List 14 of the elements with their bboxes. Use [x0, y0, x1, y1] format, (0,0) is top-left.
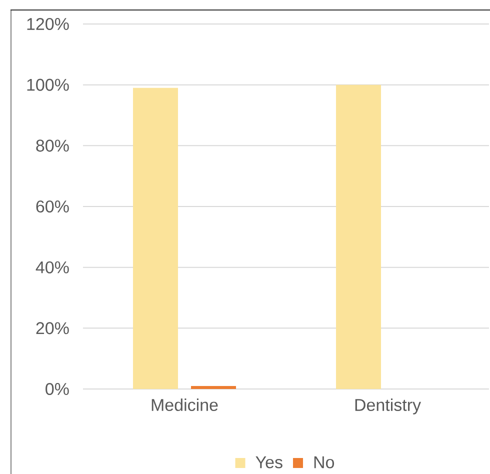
legend-label: No	[314, 456, 334, 468]
y-tick-label: 0%	[46, 382, 69, 396]
x-tick-label: Dentistry	[355, 398, 421, 414]
bar	[133, 88, 178, 389]
bar	[191, 386, 236, 389]
y-tick-label: 100%	[27, 78, 69, 91]
y-tick-label: 40%	[36, 261, 69, 274]
y-tick-label: 80%	[36, 140, 69, 152]
x-tick-label: Medicine	[152, 398, 218, 412]
y-tick-label: 120%	[27, 18, 69, 30]
y-tick-label: 20%	[36, 322, 69, 334]
y-tick-label: 60%	[36, 200, 69, 213]
bar	[336, 84, 382, 389]
legend-label: Yes	[256, 456, 282, 468]
